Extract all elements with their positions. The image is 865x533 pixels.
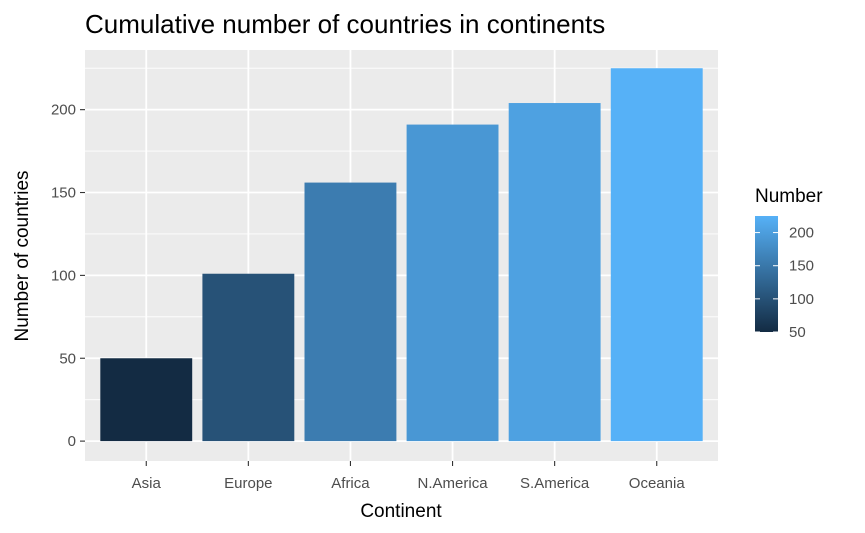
legend-ticks: 50 100 150 200	[755, 225, 814, 341]
bar-oceania	[610, 68, 703, 442]
bar-s-america	[508, 103, 601, 442]
y-tick-label: 0	[68, 433, 76, 450]
legend-colorbar	[755, 216, 778, 332]
legend-tick-label: 150	[789, 258, 814, 275]
x-tick-label: Asia	[132, 475, 162, 492]
y-axis-ticks: 0 50 100 150 200	[51, 102, 85, 450]
legend-tick-label: 200	[789, 225, 814, 242]
y-tick-label: 150	[51, 185, 76, 202]
bar-africa	[304, 182, 397, 442]
x-tick-label: S.America	[520, 475, 590, 492]
x-axis-title: Continent	[360, 501, 442, 522]
x-tick-label: N.America	[418, 475, 489, 492]
x-axis-ticks: Asia Europe Africa N.America S.America Oceani…	[132, 461, 686, 492]
bar-n-america	[406, 124, 499, 442]
y-tick-label: 50	[59, 350, 76, 367]
y-axis-title: Number of countries	[12, 170, 33, 341]
y-tick-label: 100	[51, 267, 76, 284]
legend-tick-label: 100	[789, 291, 814, 308]
x-tick-label: Africa	[331, 475, 370, 492]
x-tick-label: Europe	[224, 475, 272, 492]
x-tick-label: Oceania	[629, 475, 686, 492]
bars	[100, 68, 703, 442]
legend: Number 50 100 150 200	[755, 186, 823, 341]
bar-asia	[100, 358, 193, 442]
y-tick-label: 200	[51, 102, 76, 119]
bar-europe	[202, 273, 295, 442]
chart-title: Cumulative number of countries in contin…	[85, 9, 605, 39]
legend-title: Number	[755, 186, 823, 207]
legend-tick-label: 50	[789, 324, 806, 341]
